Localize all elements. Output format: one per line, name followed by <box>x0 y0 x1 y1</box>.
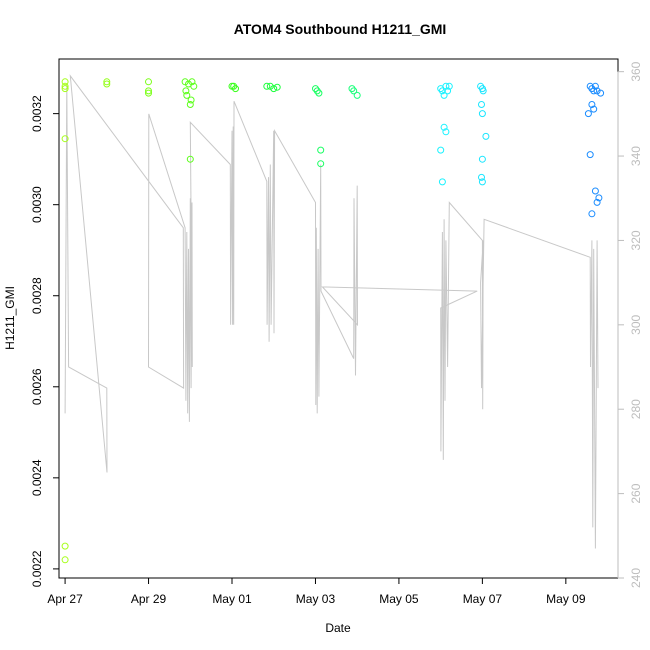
left-tick-label: 0.0022 <box>30 550 44 587</box>
data-point <box>438 87 446 95</box>
right-tick-label: 240 <box>629 568 643 588</box>
data-point <box>588 101 596 108</box>
data-point <box>586 151 594 159</box>
data-point <box>590 105 598 113</box>
left-tick-label: 0.0032 <box>30 95 44 132</box>
chart-title: ATOM4 Southbound H1211_GMI <box>234 21 447 37</box>
data-point <box>438 178 446 186</box>
data-point <box>479 87 487 95</box>
data-point <box>313 87 321 95</box>
data-point <box>445 82 453 90</box>
data-point <box>593 87 601 95</box>
scatter-points <box>61 78 605 564</box>
data-point <box>183 91 191 99</box>
data-point <box>187 96 195 104</box>
data-point <box>478 178 486 186</box>
data-point <box>145 89 152 97</box>
data-point <box>482 132 490 140</box>
data-point <box>478 110 486 118</box>
data-point <box>230 82 238 90</box>
right-tick-label: 280 <box>629 399 643 419</box>
right-tick-label: 300 <box>629 314 643 334</box>
left-tick-label: 0.0026 <box>30 368 44 405</box>
data-point <box>437 146 445 154</box>
bottom-tick-label: May 03 <box>296 592 336 606</box>
data-point <box>442 128 450 136</box>
right-axis: 240 260 280 300 320 340 360 <box>617 61 643 588</box>
data-point <box>597 89 605 97</box>
left-tick-label: 0.0028 <box>30 277 44 314</box>
right-tick-label: 360 <box>629 61 643 81</box>
data-point <box>61 556 69 564</box>
data-point <box>186 155 194 163</box>
data-point <box>270 85 278 93</box>
data-point <box>591 82 599 90</box>
right-axis-series <box>64 74 599 549</box>
right-tick-label: 320 <box>629 230 643 250</box>
data-point <box>317 146 325 154</box>
data-point <box>588 210 596 218</box>
data-point <box>584 110 592 118</box>
left-tick-label: 0.0024 <box>30 459 44 496</box>
y-axis-label: H1211_GMI <box>3 286 17 350</box>
data-point <box>190 82 198 90</box>
data-point <box>273 83 281 91</box>
bottom-axis: Apr 27 Apr 29 May 01 May 03 May 05 May 07 May … <box>47 577 586 606</box>
data-point <box>61 135 69 143</box>
x-axis-label: Date <box>325 621 351 635</box>
bottom-tick-label: Apr 27 <box>47 592 83 606</box>
right-tick-label: 260 <box>629 483 643 503</box>
data-point <box>61 82 69 90</box>
bottom-tick-label: May 07 <box>463 592 503 606</box>
data-point <box>103 78 111 86</box>
data-point <box>61 85 69 93</box>
data-point <box>353 91 361 99</box>
data-point <box>595 194 603 202</box>
data-point <box>478 173 485 181</box>
data-point <box>444 87 452 95</box>
data-point <box>103 80 111 88</box>
data-point <box>440 123 448 131</box>
data-point <box>263 82 271 90</box>
data-point <box>315 89 323 97</box>
data-point <box>61 78 69 86</box>
data-point <box>145 78 152 86</box>
data-point <box>232 85 239 93</box>
bottom-tick-label: May 01 <box>212 592 252 606</box>
data-point <box>145 87 152 95</box>
data-point <box>478 101 485 108</box>
bottom-tick-label: May 09 <box>546 592 586 606</box>
data-point <box>442 82 450 90</box>
left-axis: 0.0022 0.0024 0.0026 0.0028 0.0030 0.0032 <box>30 95 60 587</box>
data-point <box>591 187 599 195</box>
right-tick-label: 340 <box>629 146 643 166</box>
plot-frame <box>58 58 619 579</box>
data-point <box>478 155 486 163</box>
left-tick-label: 0.0030 <box>30 186 44 223</box>
series-line <box>64 74 599 549</box>
data-point <box>61 542 69 550</box>
data-point <box>188 78 196 86</box>
data-point <box>350 87 358 95</box>
data-point <box>590 87 598 95</box>
data-point <box>593 198 601 206</box>
data-point <box>186 101 194 108</box>
data-point <box>182 87 190 95</box>
bottom-tick-label: May 05 <box>379 592 419 606</box>
data-point <box>440 91 448 99</box>
data-point <box>317 160 325 168</box>
bottom-tick-label: Apr 29 <box>131 592 167 606</box>
